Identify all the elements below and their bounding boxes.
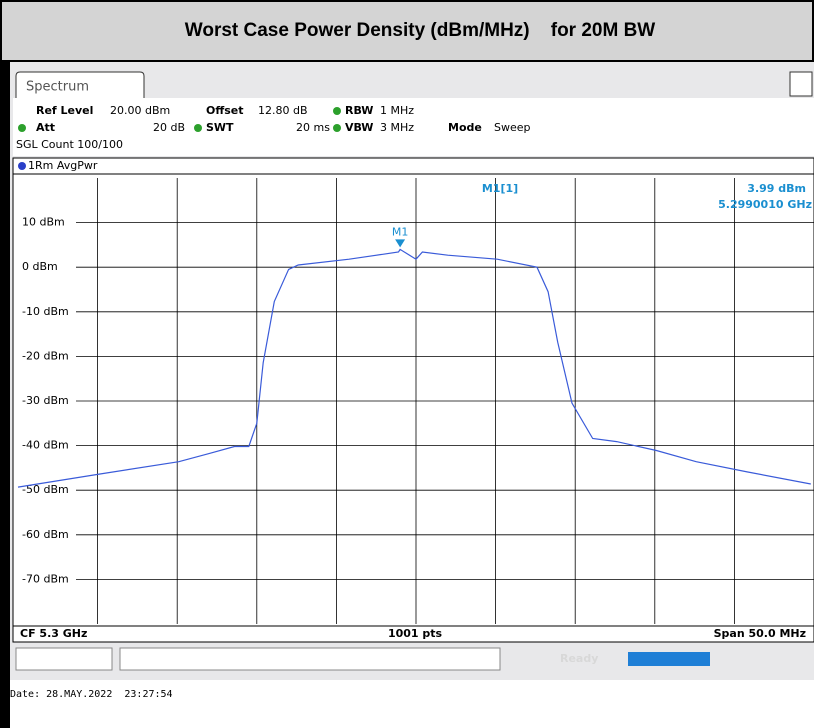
y-tick-label: -10 dBm [22, 305, 69, 318]
settings-box [13, 98, 814, 156]
setting-label: Offset [206, 104, 244, 117]
footer-bar [12, 625, 814, 643]
setting-value: 1 MHz [380, 104, 414, 117]
y-tick-label: -50 dBm [22, 483, 69, 496]
progress [628, 652, 710, 666]
setting-value: 12.80 dB [258, 104, 308, 117]
marker-name: M1 [392, 225, 409, 238]
indicator [333, 107, 341, 115]
setting-value: 3 MHz [380, 121, 414, 134]
trace [17, 248, 811, 488]
plot-frame [12, 173, 814, 627]
y-tick-label: -70 dBm [22, 572, 69, 585]
setting-value: 20 dB [153, 121, 185, 134]
trace-bar [12, 157, 814, 175]
status-field [15, 647, 113, 671]
y-tick-label: -60 dBm [22, 528, 69, 541]
y-tick-label: 10 dBm [22, 216, 65, 229]
setting-value: Sweep [494, 121, 531, 134]
y-tick-label: -20 dBm [22, 349, 69, 362]
tab-icon [789, 71, 813, 97]
indicator [333, 124, 341, 132]
marker-readout: M1[1] [482, 182, 518, 195]
status-field [119, 647, 501, 671]
footer-right: Span 50.0 MHz [714, 627, 806, 640]
indicator [18, 124, 26, 132]
marker-y: 3.99 dBm [747, 182, 806, 195]
setting-label: Mode [448, 121, 482, 134]
tab-label: Spectrum [26, 80, 89, 95]
tab [15, 71, 145, 98]
setting-label: Ref Level [36, 104, 93, 117]
footer-left: CF 5.3 GHz [20, 627, 87, 640]
setting-value: 20.00 dBm [110, 104, 170, 117]
date: Date: 28.MAY.2022 23:27:54 [10, 689, 173, 700]
header-title: Worst Case Power Density (dBm/MHz) for 2… [185, 20, 656, 41]
trace-dot [18, 162, 26, 170]
indicator [194, 124, 202, 132]
setting-value: 20 ms [296, 121, 330, 134]
footer-center: 1001 pts [388, 627, 443, 640]
setting-label: SWT [206, 121, 234, 134]
setting-label: RBW [345, 104, 373, 117]
y-tick-label: -40 dBm [22, 439, 69, 452]
setting-count: SGL Count 100/100 [16, 138, 123, 151]
trace-label: 1Rm AvgPwr [28, 159, 98, 172]
y-tick-label: 0 dBm [22, 260, 58, 273]
setting-label: VBW [345, 121, 373, 134]
status-text: Ready [560, 652, 598, 665]
marker [395, 239, 406, 248]
header [0, 0, 814, 62]
marker-x: 5.2990010 GHz [718, 198, 812, 211]
left-border [0, 61, 10, 728]
setting-label: Att [36, 121, 55, 134]
y-tick-label: -30 dBm [22, 394, 69, 407]
